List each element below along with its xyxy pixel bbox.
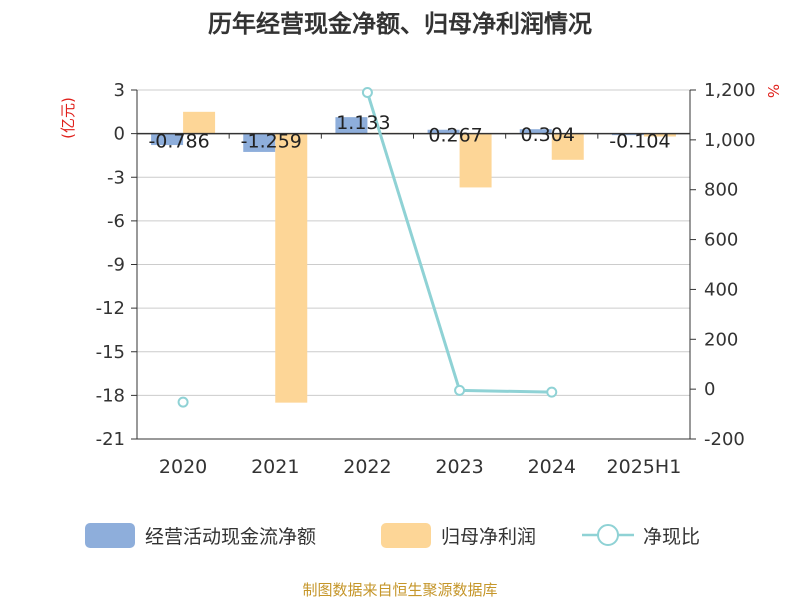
- data-label-cash-flow: -0.786: [148, 131, 209, 153]
- bar-net-profit: [459, 133, 492, 188]
- left-tick-label: -6: [107, 211, 125, 232]
- legend-label-cash-flow: 经营活动现金流净额: [145, 526, 316, 548]
- left-axis-unit: (亿元): [59, 97, 77, 139]
- data-label-cash-flow: 0.267: [428, 125, 482, 147]
- right-tick-label: 200: [704, 329, 738, 350]
- legend-swatch-cash-flow: [85, 523, 135, 548]
- x-tick-label: 2025H1: [607, 456, 682, 478]
- x-tick-label: 2023: [435, 456, 483, 478]
- x-tick-label: 2021: [251, 456, 299, 478]
- right-tick-label: 1,200: [704, 80, 756, 101]
- right-tick-label: 600: [704, 230, 738, 251]
- left-tick-label: -3: [107, 167, 125, 188]
- data-labels-layer: -0.786 -1.259 1.133 0.267 0.304 -0.104: [148, 112, 670, 152]
- bars-layer: [151, 111, 676, 403]
- line-layer: [177, 86, 558, 408]
- line-point: [177, 396, 189, 408]
- source-note: 制图数据来自恒生聚源数据库: [302, 581, 497, 599]
- x-tick-label: 2020: [159, 456, 207, 478]
- line-point: [546, 386, 558, 398]
- left-tick-label: 0: [114, 124, 125, 145]
- bar-net-profit: [551, 133, 584, 160]
- left-tick-label: -12: [96, 298, 125, 319]
- x-tick-label: 2024: [528, 456, 576, 478]
- right-tick-label: 400: [704, 279, 738, 300]
- legend-label-net-cash-ratio: 净现比: [643, 526, 700, 548]
- right-axis-unit: %: [764, 84, 782, 98]
- legend-marker-net-cash-ratio: [597, 524, 619, 546]
- bar-cash-flow: [427, 129, 460, 134]
- right-tick-label: 0: [704, 379, 715, 400]
- data-label-cash-flow: 1.133: [336, 112, 390, 134]
- x-tick-label: 2022: [343, 456, 391, 478]
- left-tick-label: 3: [114, 80, 125, 101]
- left-tick-label: -15: [96, 342, 125, 363]
- right-tick-label: 800: [704, 180, 738, 201]
- data-label-cash-flow: 0.304: [521, 124, 575, 146]
- left-tick-label: -9: [107, 255, 125, 276]
- chart-title: 历年经营现金净额、归母净利润情况: [208, 10, 592, 38]
- bar-cash-flow: [611, 133, 644, 136]
- axes-layer: 3 0 -3 -6 -9 -12 -15 -18 -21 1,200 1,000 800 600 400 2…: [96, 80, 756, 478]
- line-point: [454, 384, 466, 396]
- data-label-cash-flow: -0.104: [609, 131, 670, 153]
- right-tick-label: -200: [704, 429, 745, 450]
- bar-net-profit: [183, 111, 216, 134]
- left-tick-label: -18: [96, 385, 125, 406]
- bar-cash-flow: [335, 117, 368, 134]
- left-tick-label: -21: [96, 429, 125, 450]
- bar-cash-flow: [151, 133, 184, 146]
- bar-net-profit: [275, 133, 308, 403]
- grid-lines: [137, 89, 690, 440]
- bar-cash-flow: [243, 133, 276, 152]
- bar-net-profit: [643, 133, 676, 137]
- right-tick-label: 1,000: [704, 130, 756, 151]
- legend-swatch-net-profit: [381, 523, 431, 548]
- data-label-cash-flow: -1.259: [241, 131, 302, 153]
- legend: 经营活动现金流净额 归母净利润 净现比: [85, 523, 700, 548]
- legend-label-net-profit: 归母净利润: [441, 526, 536, 548]
- bar-cash-flow: [519, 129, 552, 134]
- line-point: [361, 86, 373, 98]
